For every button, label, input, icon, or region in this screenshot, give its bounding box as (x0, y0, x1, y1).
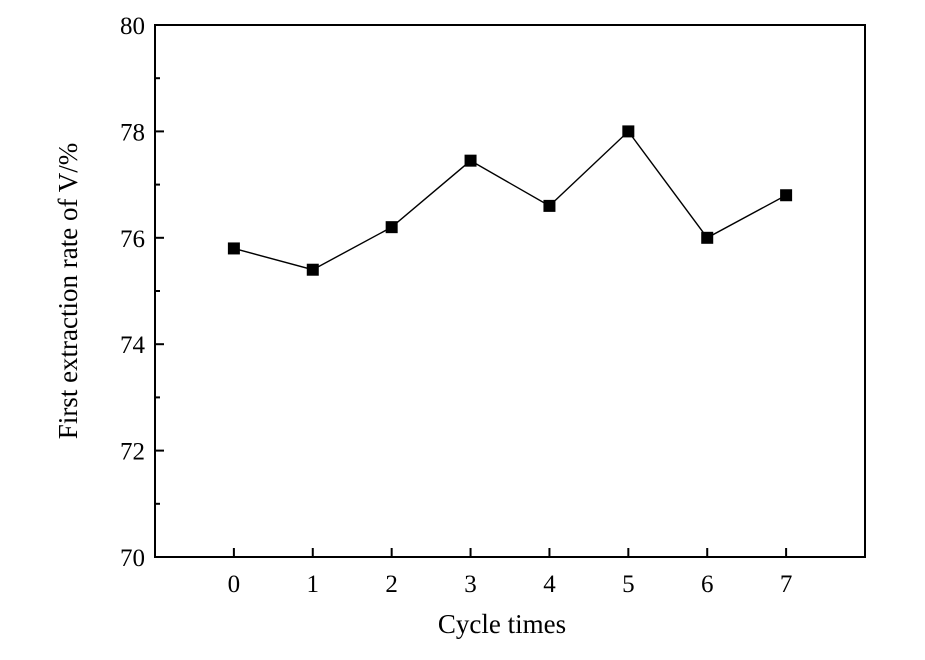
y-tick-label: 74 (120, 332, 146, 359)
data-point-marker (543, 199, 556, 212)
data-point-marker (780, 189, 793, 202)
data-point-marker (464, 154, 477, 167)
x-tick-label: 1 (307, 571, 320, 598)
plot-frame (154, 24, 866, 558)
y-tick-label: 78 (120, 119, 145, 146)
y-tick-label: 70 (120, 545, 145, 572)
x-tick-label: 7 (780, 571, 793, 598)
series-layer (227, 125, 793, 276)
y-tick-label: 76 (120, 226, 145, 253)
x-tick-label: 2 (385, 571, 398, 598)
x-axis-title: Cycle times (438, 609, 566, 639)
y-axis-ticks: 70 72 74 76 78 80 (120, 13, 164, 572)
data-point-marker (306, 263, 319, 276)
data-point-marker (622, 125, 635, 138)
data-point-marker (385, 221, 398, 234)
x-tick-label: 6 (701, 571, 714, 598)
x-tick-label: 4 (543, 571, 556, 598)
data-point-marker (227, 242, 240, 255)
x-axis-ticks: 0 1 2 3 4 5 6 7 (228, 548, 793, 598)
x-tick-label: 5 (622, 571, 635, 598)
data-point-marker (701, 231, 714, 244)
series-line (233, 130, 787, 271)
y-tick-label: 80 (120, 13, 145, 40)
x-tick-label: 0 (228, 571, 241, 598)
y-tick-label: 72 (120, 439, 145, 466)
x-tick-label: 3 (464, 571, 477, 598)
y-axis-title: First extraction rate of V/% (53, 143, 83, 439)
